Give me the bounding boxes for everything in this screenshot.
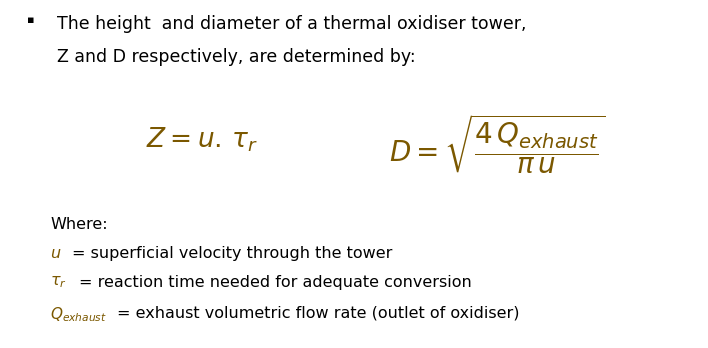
Text: = exhaust volumetric flow rate (outlet of oxidiser): = exhaust volumetric flow rate (outlet o… — [117, 305, 519, 320]
Text: Z and D respectively, are determined by:: Z and D respectively, are determined by: — [57, 48, 416, 66]
Text: The height  and diameter of a thermal oxidiser tower,: The height and diameter of a thermal oxi… — [57, 15, 527, 33]
Text: $\mathit{u}$: $\mathit{u}$ — [50, 246, 62, 261]
Text: Where:: Where: — [50, 216, 108, 232]
Text: $\mathit{\tau}_r$: $\mathit{\tau}_r$ — [50, 275, 67, 290]
Text: $\mathit{Z} = \mathit{u}.\,\mathit{\tau}_r$: $\mathit{Z} = \mathit{u}.\,\mathit{\tau}… — [146, 126, 258, 154]
Text: = reaction time needed for adequate conversion: = reaction time needed for adequate conv… — [79, 275, 472, 290]
Text: $\mathit{D} = \sqrt{\dfrac{4\,\mathit{Q}_{exhaust}}{\pi\,\mathit{u}}}$: $\mathit{D} = \sqrt{\dfrac{4\,\mathit{Q}… — [389, 112, 605, 175]
Text: = superficial velocity through the tower: = superficial velocity through the tower — [72, 246, 392, 261]
Text: $\mathit{Q}_{exhaust}$: $\mathit{Q}_{exhaust}$ — [50, 305, 107, 324]
Text: ▪: ▪ — [26, 15, 34, 25]
